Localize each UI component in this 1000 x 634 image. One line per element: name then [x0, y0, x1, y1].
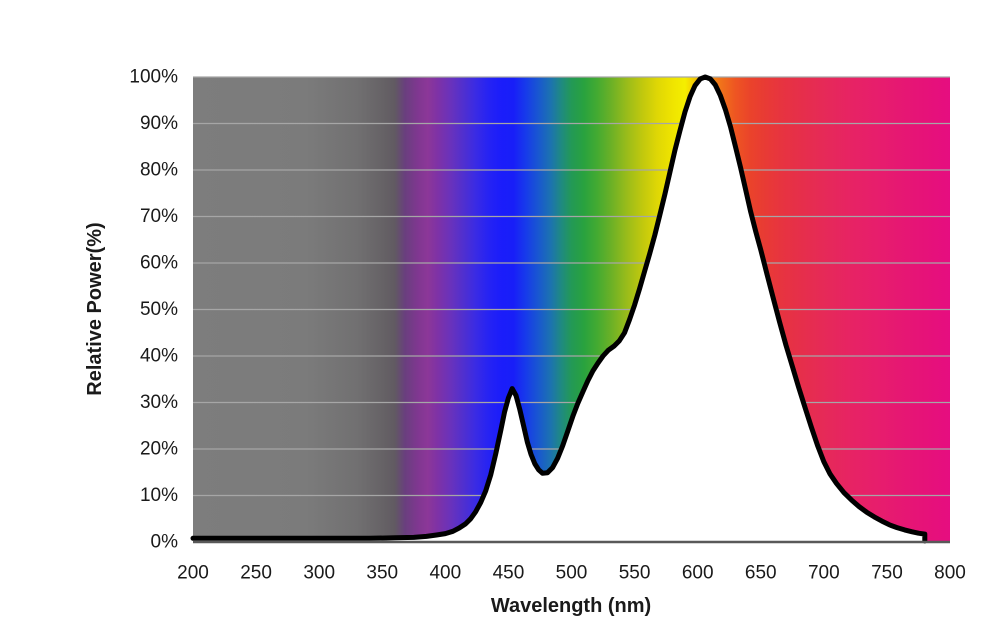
y-tick-label: 50% — [140, 299, 178, 320]
x-tick-label: 500 — [556, 563, 588, 584]
x-tick-label: 450 — [493, 563, 525, 584]
x-tick-label: 250 — [240, 563, 272, 584]
x-axis-title: Wavelength (nm) — [491, 595, 651, 617]
y-tick-label: 10% — [140, 485, 178, 506]
y-tick-label: 80% — [140, 160, 178, 181]
x-tick-label: 800 — [934, 563, 966, 584]
y-tick-labels: 0% 10% 20% 30% 40% 50% 60% 70% 80% 90% 100% — [129, 67, 178, 553]
y-tick-label: 90% — [140, 113, 178, 134]
spd-curve — [190, 74, 928, 544]
curve-area — [190, 74, 928, 544]
under-curve-white-area — [193, 77, 925, 542]
x-tick-label: 650 — [745, 563, 777, 584]
y-axis-title: Relative Power(%) — [84, 222, 106, 395]
y-tick-label: 60% — [140, 253, 178, 274]
y-tick-label: 30% — [140, 392, 178, 413]
x-tick-label: 350 — [366, 563, 398, 584]
x-tick-label: 400 — [429, 563, 461, 584]
x-tick-label: 550 — [619, 563, 651, 584]
x-tick-label: 600 — [682, 563, 714, 584]
y-tick-label: 40% — [140, 346, 178, 367]
y-tick-label: 70% — [140, 206, 178, 227]
x-tick-label: 200 — [177, 563, 209, 584]
x-tick-label: 750 — [871, 563, 903, 584]
y-tick-label: 20% — [140, 439, 178, 460]
x-tick-label: 700 — [808, 563, 840, 584]
y-tick-label: 0% — [151, 532, 179, 553]
y-tick-label: 100% — [129, 67, 178, 88]
x-tick-labels: 200 250 300 350 400 450 500 550 600 650 700 750 800 — [177, 563, 966, 584]
x-tick-label: 300 — [303, 563, 335, 584]
